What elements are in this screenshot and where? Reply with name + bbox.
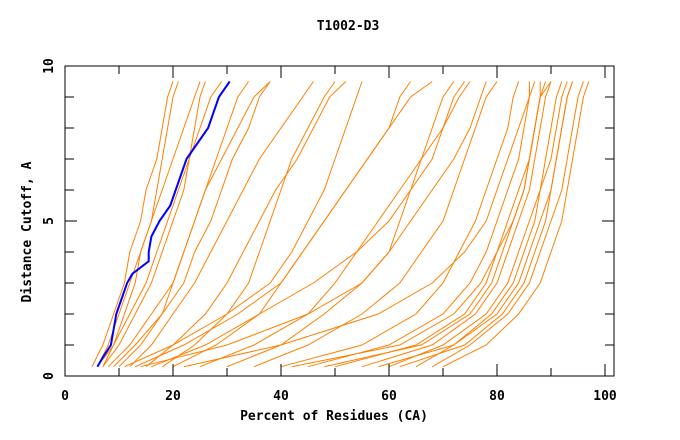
x-tick-label: 100 bbox=[593, 389, 617, 404]
y-tick-label: 0 bbox=[42, 372, 57, 380]
model-curve-31 bbox=[183, 81, 530, 368]
model-curve-14 bbox=[307, 81, 536, 368]
x-tick-label: 40 bbox=[273, 389, 289, 404]
model-curve-16 bbox=[361, 81, 552, 368]
model-curve-17 bbox=[388, 81, 563, 368]
model-curve-8 bbox=[161, 81, 336, 368]
highlight-curve bbox=[96, 80, 231, 368]
y-axis-label: Distance Cutoff, A bbox=[20, 161, 35, 302]
model-curve-21 bbox=[291, 81, 541, 368]
y-tick-label: 10 bbox=[42, 58, 57, 74]
model-curve-7 bbox=[145, 81, 347, 368]
model-curve-23 bbox=[378, 81, 568, 368]
model-curve-2 bbox=[96, 81, 201, 367]
x-tick-label: 60 bbox=[381, 389, 397, 404]
x-axis-label: Percent of Residues (CA) bbox=[240, 409, 428, 424]
chart-title: T1002-D3 bbox=[317, 19, 380, 34]
model-curves bbox=[91, 80, 590, 368]
model-curve-5 bbox=[118, 81, 271, 368]
model-curve-20 bbox=[442, 81, 590, 368]
model-curve-13 bbox=[280, 81, 520, 368]
model-curve-22 bbox=[324, 81, 552, 368]
model-curve-27 bbox=[140, 81, 455, 368]
plot-frame bbox=[64, 65, 615, 377]
model-curve-25 bbox=[113, 81, 271, 368]
model-curve-24 bbox=[399, 81, 574, 368]
x-tick-label: 20 bbox=[165, 389, 181, 404]
model-curve-6 bbox=[129, 81, 314, 368]
model-curve-19 bbox=[431, 81, 584, 368]
model-curve-18 bbox=[415, 81, 574, 368]
model-curve-11 bbox=[226, 81, 487, 368]
model-curve-10 bbox=[199, 81, 471, 368]
axis-ticks: 0 20 40 60 80 100 0 5 10 bbox=[42, 58, 617, 404]
model-curve-26 bbox=[124, 81, 363, 368]
model-curve-3 bbox=[102, 81, 223, 367]
x-tick-label: 0 bbox=[61, 389, 69, 404]
model-curve-32 bbox=[134, 81, 433, 368]
model-curve-4 bbox=[107, 81, 250, 368]
model-curve-28 bbox=[102, 81, 206, 367]
x-tick-label: 80 bbox=[489, 389, 505, 404]
model-curve-1 bbox=[91, 81, 174, 367]
model-curve-29 bbox=[96, 81, 179, 367]
model-curve-30 bbox=[151, 81, 466, 368]
model-curve-12 bbox=[253, 81, 498, 368]
y-tick-label: 5 bbox=[42, 217, 57, 225]
